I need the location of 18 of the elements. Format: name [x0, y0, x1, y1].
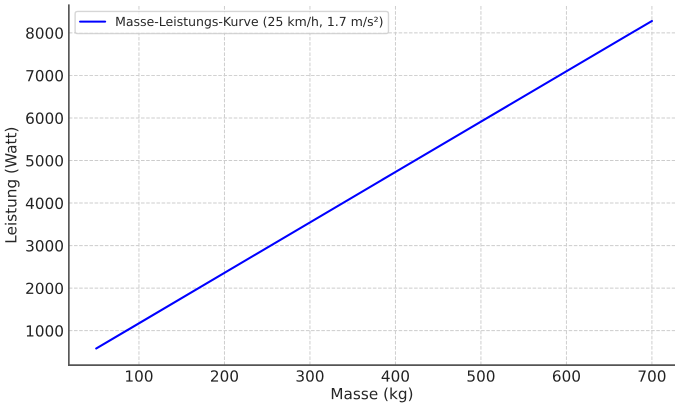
y-tick-label: 1000 — [26, 325, 63, 337]
x-axis-title: Masse (kg) — [332, 388, 412, 402]
y-tick-label: 2000 — [26, 282, 63, 294]
x-tick-label: 400 — [382, 370, 409, 382]
x-tick-label: 600 — [552, 370, 580, 382]
legend-label: Masse-Leistungs-Kurve (25 km/h, 1.7 m/s²) — [116, 16, 382, 29]
y-tick-label: 5000 — [26, 154, 63, 167]
x-tick-label: 300 — [296, 370, 324, 382]
x-tick-label: 500 — [468, 370, 494, 382]
x-tick-label: 100 — [126, 370, 153, 382]
y-tick-label: 6000 — [26, 112, 63, 124]
y-axis-title: Leistung (Watt) — [4, 128, 20, 242]
y-tick-label: 4000 — [26, 198, 63, 210]
x-tick-label: 200 — [210, 370, 238, 382]
y-tick-label: 7000 — [26, 70, 63, 82]
y-tick-label: 8000 — [26, 27, 63, 39]
x-tick-label: 700 — [638, 370, 666, 382]
y-tick-label: 3000 — [26, 240, 63, 252]
